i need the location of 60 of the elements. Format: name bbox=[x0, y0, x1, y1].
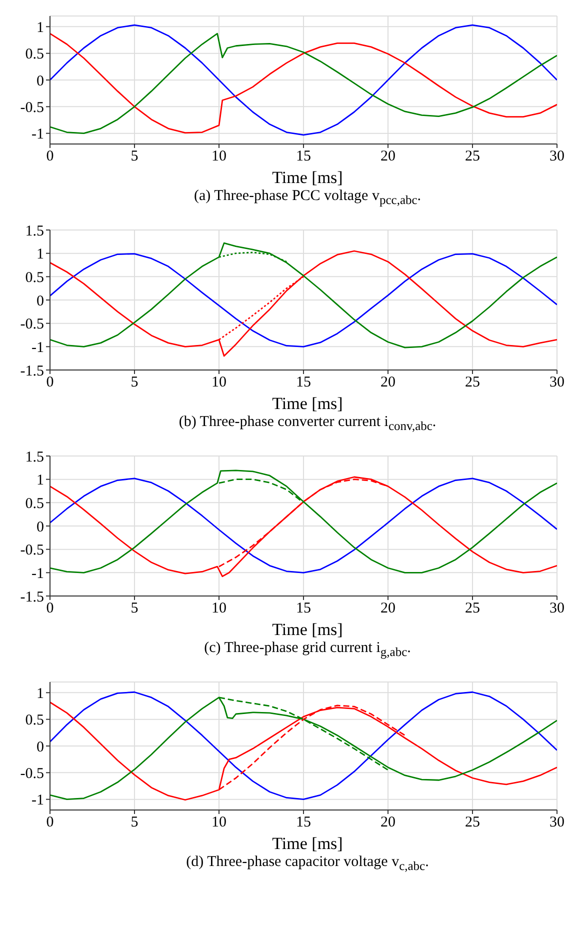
x-tick-label: 10 bbox=[212, 814, 226, 831]
text: (a) Three-phase PCC voltage v$_{pcc,abc}$. bbox=[192, 188, 422, 208]
y-tick-label: 0.5 bbox=[25, 496, 44, 512]
x-tick-label: 25 bbox=[465, 374, 480, 391]
x-tick-label: 30 bbox=[550, 374, 564, 391]
y-tick-label: 0 bbox=[36, 73, 44, 90]
text: (d) Three-phase capacitor voltage v$_{c,abc}$. bbox=[185, 854, 430, 874]
y-tick-label: 0 bbox=[36, 519, 44, 536]
x-tick-label: 5 bbox=[130, 374, 138, 391]
x-tick-label: 10 bbox=[212, 374, 226, 391]
y-tick-label: 0.5 bbox=[25, 46, 44, 63]
y-tick-label: -0.5 bbox=[20, 316, 44, 333]
line-series bbox=[218, 276, 304, 340]
x-tick-label: 30 bbox=[550, 148, 564, 165]
y-tick-label: 0.5 bbox=[25, 270, 44, 286]
line-series bbox=[218, 252, 288, 262]
x-tick-label: 25 bbox=[465, 814, 480, 831]
text: (c) Three-phase grid current i$_{g,abc}$. bbox=[203, 640, 412, 660]
y-tick-label: 1 bbox=[36, 246, 44, 263]
text: (b) Three-phase converter current i$_{conv,abc}$. bbox=[178, 414, 438, 434]
y-tick-label: 1 bbox=[36, 472, 44, 489]
y-tick-label: 1.5 bbox=[25, 449, 44, 466]
x-tick-label: 20 bbox=[380, 374, 396, 391]
x-tick-label: 10 bbox=[212, 148, 226, 165]
y-tick-label: 1 bbox=[36, 20, 44, 36]
x-axis-title: Time [ms] bbox=[271, 834, 344, 854]
y-tick-label: 1.5 bbox=[25, 223, 44, 240]
y-tick-label: 0 bbox=[36, 739, 44, 756]
x-tick-label: 10 bbox=[212, 600, 226, 617]
x-axis-title: Time [ms] bbox=[271, 168, 344, 188]
y-tick-label: -1.5 bbox=[20, 363, 44, 380]
line-series bbox=[218, 704, 406, 790]
x-tick-label: 5 bbox=[130, 148, 138, 165]
x-tick-label: 25 bbox=[465, 148, 480, 165]
x-tick-label: 20 bbox=[380, 148, 396, 165]
x-tick-label: 30 bbox=[550, 814, 564, 831]
x-tick-label: 5 bbox=[130, 600, 138, 617]
y-tick-label: -1 bbox=[32, 340, 44, 356]
y-tick-label: -1.5 bbox=[20, 589, 44, 606]
y-tick-label: 0 bbox=[36, 293, 44, 310]
x-tick-label: 20 bbox=[380, 814, 396, 831]
y-tick-label: -1 bbox=[32, 566, 44, 582]
y-tick-label: -0.5 bbox=[20, 542, 44, 559]
y-tick-label: 1 bbox=[36, 686, 44, 702]
x-tick-label: 15 bbox=[296, 374, 311, 391]
y-tick-label: 0.5 bbox=[25, 712, 44, 729]
line-series bbox=[218, 478, 304, 504]
y-tick-label: -0.5 bbox=[20, 766, 44, 782]
y-tick-label: -1 bbox=[32, 126, 44, 143]
x-tick-label: 30 bbox=[550, 600, 564, 617]
x-tick-label: 15 bbox=[296, 148, 311, 165]
x-axis-title: Time [ms] bbox=[271, 394, 344, 414]
x-tick-label: 20 bbox=[380, 600, 396, 617]
x-axis-title: Time [ms] bbox=[271, 620, 344, 640]
y-tick-label: -0.5 bbox=[20, 100, 44, 116]
x-tick-label: 25 bbox=[465, 600, 480, 617]
x-tick-label: 15 bbox=[296, 600, 311, 617]
y-tick-label: -1 bbox=[32, 792, 44, 809]
x-tick-label: 5 bbox=[130, 814, 138, 831]
x-tick-label: 15 bbox=[296, 814, 311, 831]
